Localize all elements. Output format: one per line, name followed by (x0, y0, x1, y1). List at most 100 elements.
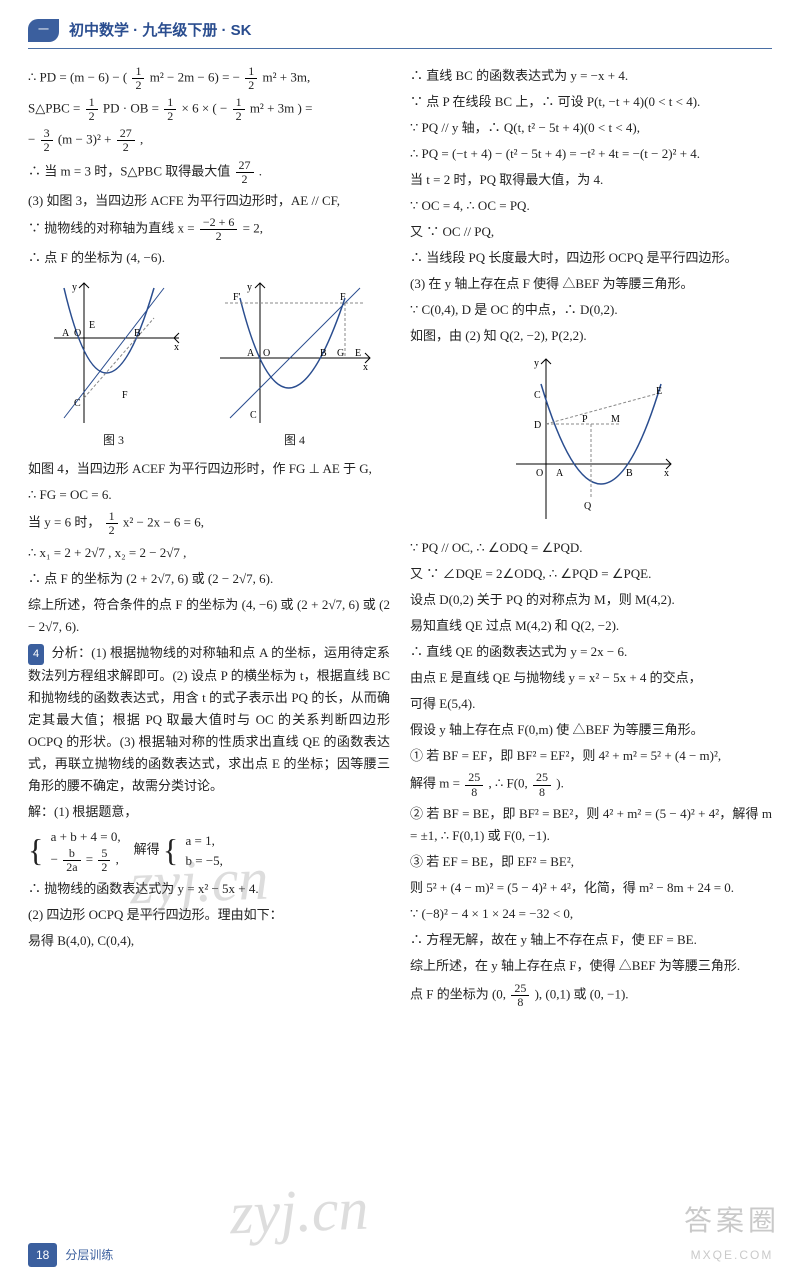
svg-text:D: D (534, 420, 541, 431)
text-line: ∴ 抛物线的函数表达式为 y = x² − 5x + 4. (28, 878, 390, 900)
t: m² − 2m − 6) = − (150, 69, 240, 84)
t: − (28, 132, 35, 147)
t: ∴ PD = (m − 6) − ( (28, 69, 127, 84)
text-line: 解：(1) 根据题意， (28, 801, 390, 823)
svg-text:y: y (247, 282, 252, 293)
right-column: ∴ 直线 BC 的函数表达式为 y = −x + 4. ∵ 点 P 在线段 BC… (410, 61, 772, 1013)
page-footer: 18 分层训练 (28, 1243, 113, 1267)
svg-text:G: G (337, 348, 344, 359)
text-line: 如图 4，当四边形 ACEF 为平行四边形时，作 FG ⊥ AE 于 G, (28, 458, 390, 480)
text-line: 当 y = 6 时， 12 x² − 2x − 6 = 6, (28, 510, 390, 537)
t: a = 1, (186, 833, 215, 848)
svg-text:O: O (536, 468, 543, 479)
svg-text:B: B (626, 468, 633, 479)
text-line: 则 5² + (4 − m)² = (5 − 4)² + 4²，化简，得 m² … (410, 877, 772, 899)
text-line: 如图，由 (2) 知 Q(2, −2), P(2,2). (410, 325, 772, 347)
fraction: b2a (63, 847, 80, 874)
svg-text:F': F' (233, 292, 241, 303)
question-number: 4 (28, 644, 44, 665)
text-line: 可得 E(5,4). (410, 693, 772, 715)
header-title: 初中数学 · 九年级下册 · SK (69, 18, 252, 44)
text-line: 点 F 的坐标为 (0, 258 ), (0,1) 或 (0, −1). (410, 982, 772, 1009)
text-line: ∴ 点 F 的坐标为 (4, −6). (28, 247, 390, 269)
figure-right: x y C D P M E O A B Q (410, 354, 772, 531)
t: ). (556, 776, 564, 791)
graph-svg: x y F' F A O B G E C (215, 278, 375, 428)
text-line: (3) 在 y 轴上存在点 F 使得 △BEF 为等腰三角形。 (410, 273, 772, 295)
fraction: 12 (233, 96, 245, 123)
equation-system: { a + b + 4 = 0, − b2a = 52 , 解得 { a = 1… (28, 827, 390, 874)
t: , (116, 851, 119, 866)
svg-text:M: M (611, 414, 620, 425)
text-line: ∵ C(0,4), D 是 OC 的中点，∴ D(0,2). (410, 299, 772, 321)
text-line: ∴ x₁ = 2 + 2√7 , x₂ = 2 − 2√7 , (28, 542, 390, 564)
svg-text:C: C (534, 390, 541, 401)
t: b = −5, (186, 853, 223, 868)
text-line: 假设 y 轴上存在点 F(0,m) 使 △BEF 为等腰三角形。 (410, 719, 772, 741)
fraction: 12 (106, 510, 118, 537)
t: ∵ 抛物线的对称轴为直线 x = (28, 221, 195, 236)
text-line: ∵ PQ // OC, ∴ ∠ODQ = ∠PQD. (410, 537, 772, 559)
text-line: 综上所述，在 y 轴上存在点 F，使得 △BEF 为等腰三角形. (410, 955, 772, 977)
figure-label: 图 3 (44, 430, 184, 450)
svg-text:B: B (134, 328, 141, 339)
text-line: 易知直线 QE 过点 M(4,2) 和 Q(2, −2). (410, 615, 772, 637)
text-line: ∴ 直线 QE 的函数表达式为 y = 2x − 6. (410, 641, 772, 663)
text-line: ∴ PQ = (−t + 4) − (t² − 5t + 4) = −t² + … (410, 143, 772, 165)
text-line: 易得 B(4,0), C(0,4), (28, 930, 390, 952)
text-line: ∵ 点 P 在线段 BC 上，∴ 可设 P(t, −t + 4)(0 < t <… (410, 91, 772, 113)
svg-text:A: A (62, 328, 70, 339)
fraction: −2 + 62 (200, 216, 238, 243)
text-line: ∴ 点 F 的坐标为 (2 + 2√7, 6) 或 (2 − 2√7, 6). (28, 568, 390, 590)
t: (m − 3)² + (58, 132, 112, 147)
t: = 2, (243, 221, 263, 236)
text-line: 4 分析：(1) 根据抛物线的对称轴和点 A 的坐标，运用待定系数法列方程组求解… (28, 642, 390, 797)
fraction: 32 (41, 127, 53, 154)
t: ), (0,1) 或 (0, −1). (535, 986, 629, 1001)
t: = (86, 851, 93, 866)
svg-text:E: E (355, 348, 361, 359)
text-line: ∵ PQ // y 轴，∴ Q(t, t² − 5t + 4)(0 < t < … (410, 117, 772, 139)
text-line: ① 若 BF = EF，即 BF² = EF²，则 4² + m² = 5² +… (410, 745, 772, 767)
text-line: 设点 D(0,2) 关于 PQ 的对称点为 M，则 M(4,2). (410, 589, 772, 611)
text-line: ∴ 直线 BC 的函数表达式为 y = −x + 4. (410, 65, 772, 87)
page-number: 18 (28, 1243, 57, 1267)
svg-text:C: C (250, 410, 257, 421)
t: m² + 3m ) = (250, 101, 313, 116)
text-line: ∵ (−8)² − 4 × 1 × 24 = −32 < 0, (410, 903, 772, 925)
fraction: 272 (236, 159, 254, 186)
text-line: 当 t = 2 时，PQ 取得最大值，为 4. (410, 169, 772, 191)
svg-text:P: P (582, 414, 588, 425)
brand-watermark: 答案圈 MXQE.COM (684, 1197, 780, 1265)
text-line: ∴ PD = (m − 6) − ( 12 m² − 2m − 6) = − 1… (28, 65, 390, 92)
text-line: 由点 E 是直线 QE 与抛物线 y = x² − 5x + 4 的交点， (410, 667, 772, 689)
figure-label: 图 4 (215, 430, 375, 450)
text-line: 解得 m = 258 , ∴ F(0, 258 ). (410, 771, 772, 798)
graph-svg: x y A O B E C F (44, 278, 184, 428)
t: x² − 2x − 6 = 6, (123, 515, 204, 530)
text-line: − 32 (m − 3)² + 272 , (28, 127, 390, 154)
brace-icon: { (163, 836, 178, 865)
svg-text:B: B (320, 348, 327, 359)
brand-big: 答案圈 (684, 1197, 780, 1245)
t: , ∴ F(0, (488, 776, 527, 791)
figure-4: x y F' F A O B G E C (215, 278, 375, 450)
eq-group: a = 1, b = −5, (186, 831, 223, 870)
footer-label: 分层训练 (65, 1245, 113, 1265)
text-line: ∴ FG = OC = 6. (28, 484, 390, 506)
fraction: 272 (117, 127, 135, 154)
t: 点 F 的坐标为 (0, (410, 986, 506, 1001)
page-header: 一 初中数学 · 九年级下册 · SK (28, 18, 772, 49)
svg-text:E: E (656, 386, 662, 397)
text-line: S△PBC = 12 PD · OB = 12 × 6 × ( − 12 m² … (28, 96, 390, 123)
watermark: zyj.cn (228, 1158, 370, 1265)
svg-text:O: O (263, 348, 270, 359)
svg-text:x: x (664, 468, 669, 479)
text-line: ∵ OC = 4, ∴ OC = PQ. (410, 195, 772, 217)
svg-text:F: F (340, 292, 346, 303)
text-line: 综上所述，符合条件的点 F 的坐标为 (4, −6) 或 (2 + 2√7, 6… (28, 594, 390, 638)
t: S△PBC = (28, 101, 80, 116)
text-line: ∴ 方程无解，故在 y 轴上不存在点 F，使 EF = BE. (410, 929, 772, 951)
svg-text:O: O (74, 328, 81, 339)
t: PD · OB = (103, 101, 159, 116)
